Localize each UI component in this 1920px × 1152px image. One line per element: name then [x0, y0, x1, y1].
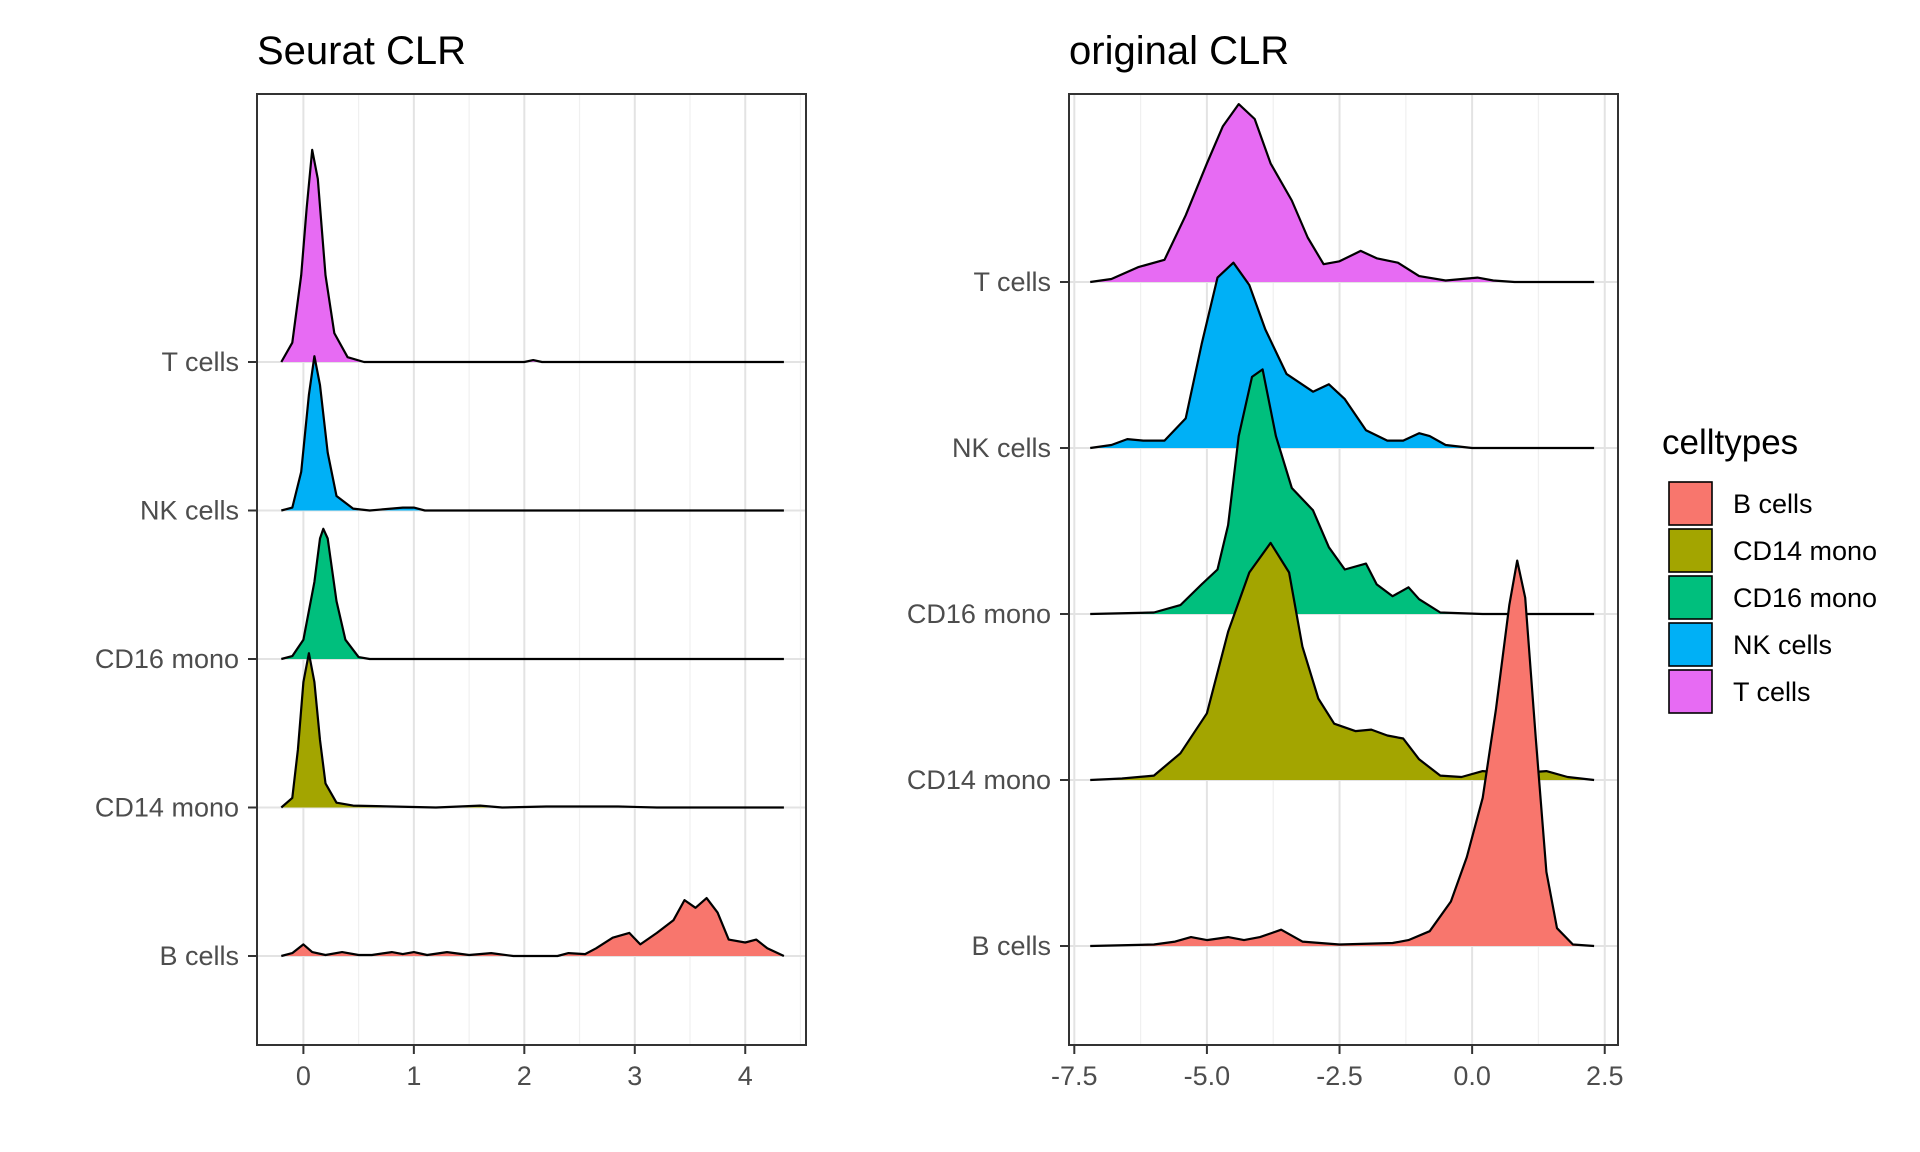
ridge-outline	[1090, 103, 1595, 284]
legend-label: T cells	[1733, 677, 1811, 707]
panel-border	[1068, 93, 1619, 1046]
y-tick-label: B cells	[971, 931, 1051, 961]
legend: celltypes B cells CD14 mono CD16 mono NK ce…	[1662, 423, 1877, 714]
y-tick-label: T cells	[973, 267, 1051, 297]
y-tick-label: CD16 mono	[95, 644, 239, 674]
ridge-nk-cells	[1090, 261, 1595, 450]
ridge-b-cells	[281, 897, 785, 958]
y-tick-label: T cells	[161, 347, 239, 377]
y-tick-label: NK cells	[140, 496, 239, 526]
y-tick-label: CD14 mono	[907, 765, 1051, 795]
ridge-t-cells	[280, 148, 784, 364]
ridges	[1090, 103, 1595, 948]
ridge-area	[281, 149, 784, 362]
legend-label: CD16 mono	[1733, 583, 1877, 613]
y-tick-label: CD16 mono	[907, 599, 1051, 629]
y-tick-label: CD14 mono	[95, 793, 239, 823]
panel-seurat-clr: Seurat CLR B cells CD14 mono CD16 mono NK c…	[95, 29, 807, 1091]
x-axis: 0 1 2 3 4	[296, 1045, 753, 1091]
x-tick-label: 2	[517, 1061, 532, 1091]
ridge-area	[281, 528, 784, 659]
legend-item: NK cells	[1668, 622, 1832, 667]
legend-item: T cells	[1668, 669, 1811, 714]
legend-label: NK cells	[1733, 630, 1832, 660]
panel-title: original CLR	[1069, 29, 1289, 73]
y-axis: B cells CD14 mono CD16 mono NK cells T cells	[95, 347, 257, 971]
x-tick-label: 4	[738, 1061, 753, 1091]
legend-swatch	[1668, 481, 1713, 526]
x-tick-label: 0.0	[1453, 1061, 1491, 1091]
panel-original-clr: original CLR B cells CD14 mono CD16 mono NK…	[907, 29, 1624, 1091]
legend-item: CD14 mono	[1668, 528, 1877, 573]
legend-swatch	[1668, 575, 1713, 620]
ridge-area	[281, 356, 784, 511]
x-tick-label: -7.5	[1051, 1061, 1098, 1091]
ridge-cd16-mono	[281, 527, 784, 661]
legend-label: B cells	[1733, 489, 1813, 519]
ridge-outline	[1090, 261, 1595, 450]
ridge-outline	[1090, 368, 1595, 616]
ridge-cd16-mono	[1090, 368, 1595, 616]
panel-title: Seurat CLR	[257, 29, 466, 73]
x-tick-label: 3	[627, 1061, 642, 1091]
ridge-outline	[280, 148, 784, 364]
ridge-outline	[281, 897, 785, 958]
y-tick-label: NK cells	[952, 433, 1051, 463]
ridges	[280, 148, 785, 958]
x-tick-label: 2.5	[1586, 1061, 1624, 1091]
ridge-area	[281, 898, 784, 956]
ridge-nk-cells	[281, 355, 784, 512]
ridge-cd14-mono	[280, 652, 784, 809]
ridge-t-cells	[1090, 103, 1595, 284]
ridge-area	[1090, 560, 1595, 946]
x-tick-label: 0	[296, 1061, 311, 1091]
ridge-outline	[280, 652, 784, 809]
legend-swatch	[1668, 669, 1713, 714]
panel-border	[256, 93, 807, 1046]
ridge-b-cells	[1090, 559, 1595, 948]
ridge-outline	[1090, 559, 1595, 948]
legend-swatch	[1668, 622, 1713, 667]
ridge-outline	[281, 355, 784, 512]
ridge-area	[281, 653, 784, 808]
legend-item: B cells	[1668, 481, 1813, 526]
ridge-area	[1090, 262, 1595, 448]
x-axis: -7.5 -5.0 -2.5 0.0 2.5	[1051, 1045, 1624, 1091]
x-tick-label: -2.5	[1316, 1061, 1363, 1091]
legend-title: celltypes	[1662, 423, 1798, 462]
x-tick-label: 1	[406, 1061, 421, 1091]
x-tick-label: -5.0	[1184, 1061, 1231, 1091]
y-axis: B cells CD14 mono CD16 mono NK cells T cells	[907, 267, 1069, 961]
y-tick-label: B cells	[159, 941, 239, 971]
ridge-area	[1090, 542, 1595, 780]
legend-item: CD16 mono	[1668, 575, 1877, 620]
ridge-area	[1090, 104, 1595, 282]
legend-label: CD14 mono	[1733, 536, 1877, 566]
grid	[257, 94, 806, 1045]
ridge-outline	[281, 527, 784, 661]
legend-swatch	[1668, 528, 1713, 573]
